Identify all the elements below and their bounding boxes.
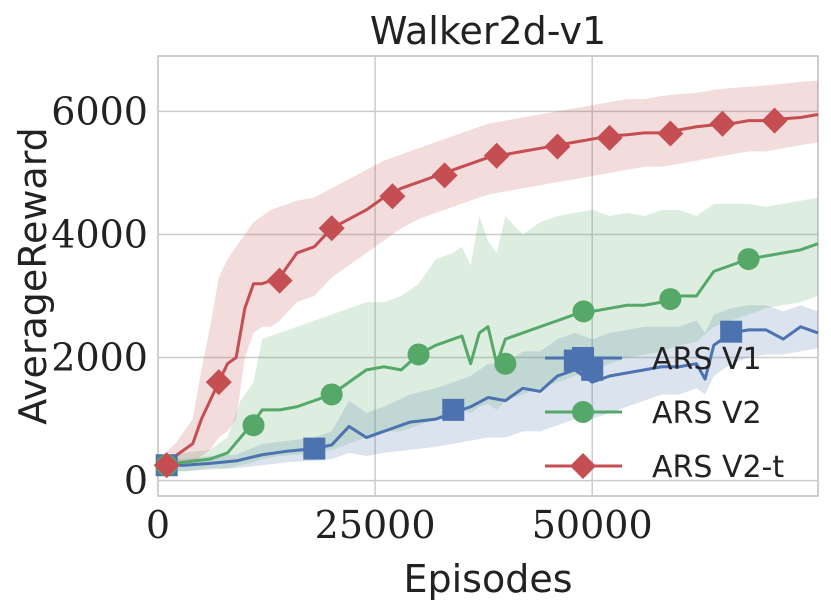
legend-label-ars-v2-t: ARS V2-t [652, 450, 784, 485]
ars-v2-t-marker [596, 124, 623, 151]
ars-v1-marker [303, 437, 326, 460]
ars-v2-t-marker [483, 142, 510, 169]
x-tick-label: 25000 [315, 503, 436, 547]
grid-lines [157, 56, 818, 496]
legend-label-ars-v1: ARS V1 [652, 342, 762, 377]
x-tick-label: 50000 [532, 503, 653, 547]
y-axis-label: AverageReward [11, 127, 55, 425]
ars-v2-line [157, 242, 819, 467]
ars-v1-marker [442, 398, 465, 421]
ars-v2-marker [572, 300, 595, 323]
legend-marker-ars-v2-t [570, 453, 596, 479]
ars-v2-marker [407, 343, 430, 366]
ars-v2-marker [494, 352, 517, 375]
ars-v2-t-marker [205, 369, 232, 396]
y-tick-labels: 0 2000 4000 6000 [51, 89, 148, 502]
ars-v2-t-marker [431, 162, 458, 189]
y-tick-label: 6000 [51, 89, 148, 133]
ars-v2-t-marker [153, 452, 180, 479]
ars-v2-t-marker [318, 215, 345, 242]
ars-v2-t-marker [379, 183, 406, 210]
y-tick-label: 2000 [51, 336, 148, 380]
legend-marker-ars-v2 [572, 401, 594, 423]
ars-v1-band [158, 305, 818, 472]
y-tick-label: 0 [124, 459, 148, 503]
legend: ARS V1 ARS V2 ARS V2-t [545, 342, 784, 485]
y-tick-label: 4000 [51, 212, 148, 256]
ars-v2-marker [242, 414, 265, 437]
ars-v2-t-marker [266, 267, 293, 294]
legend-label-ars-v2: ARS V2 [652, 396, 762, 431]
ars-v2-t-marker [544, 133, 571, 160]
ars-v2-t-marker [709, 110, 736, 137]
ars-v1-marker [720, 320, 743, 343]
x-tick-label: 0 [146, 503, 170, 547]
ars-v2-marker [659, 288, 682, 311]
x-axis-label: Episodes [403, 557, 572, 601]
x-tick-labels: 0 25000 50000 [146, 503, 653, 547]
ars-v2-t-marker [657, 120, 684, 147]
ars-v2-t-marker [761, 107, 788, 134]
ars-v2-marker [320, 383, 343, 406]
ars-v2-marker [737, 248, 760, 271]
ars-v2-band [158, 197, 818, 472]
chart-title: Walker2d-v1 [370, 9, 606, 53]
plot-area [157, 55, 819, 497]
legend-marker-ars-v1 [572, 347, 594, 369]
